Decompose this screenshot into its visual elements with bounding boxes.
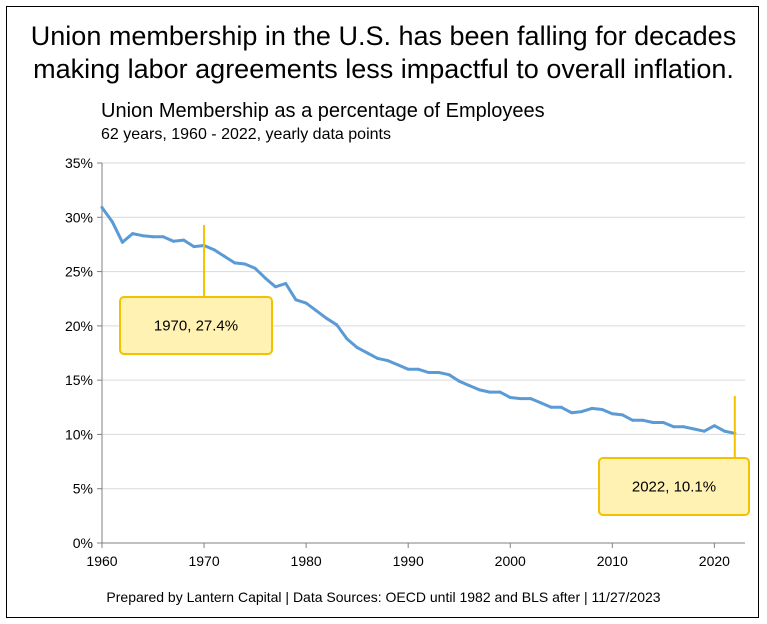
data-point [376,356,380,360]
data-point [682,425,686,429]
data-point [621,413,624,417]
data-point [610,412,614,416]
headline-line-1: Union membership in the U.S. has been fa… [30,21,737,51]
data-point [427,371,431,374]
data-point [314,309,318,313]
data-point [498,390,502,394]
data-point [651,421,655,424]
data-point [355,346,359,350]
data-point [447,373,451,377]
data-point [396,363,400,367]
headline: Union membership in the U.S. has been fa… [0,20,767,86]
callout-box [598,457,750,516]
data-point [692,427,696,431]
data-point [467,384,471,388]
data-point [223,254,226,258]
headline-line-2: making labor agreements less impactful t… [33,54,734,84]
y-tick-label: 35% [65,155,93,171]
data-point [233,261,237,265]
annotations: 1970, 27.4% 2022, 10.1% [119,225,750,516]
data-point [661,421,665,424]
callout: 1970, 27.4% [119,225,273,355]
x-tick-label: 2000 [495,553,526,569]
data-point [508,396,512,399]
x-tick-label: 2020 [699,553,730,569]
data-point [416,367,420,371]
x-tick-label: 1990 [393,553,424,569]
data-point [386,359,390,363]
data-point [294,298,298,302]
data-point [335,323,339,327]
data-point [263,276,267,280]
data-point [559,405,563,409]
data-point [325,316,328,320]
data-point [712,424,716,428]
data-point [406,367,410,371]
data-point [580,410,584,414]
data-point [519,397,522,401]
data-point [529,397,533,401]
y-tick-label: 25% [65,264,93,280]
data-point [478,388,482,392]
data-point [641,418,645,422]
series-layer [100,206,737,435]
data-point [549,405,553,409]
data-point [110,220,114,224]
y-tick-label: 10% [65,426,93,442]
chart-title: Union Membership as a percentage of Empl… [101,100,545,122]
data-point [590,406,594,410]
x-tick-label: 1980 [291,553,322,569]
data-point [161,235,165,239]
y-tick-label: 5% [73,481,93,497]
callout-label: 1970, 27.4% [154,318,238,335]
grid-lines [102,162,745,490]
data-point [253,266,257,270]
callout: 2022, 10.1% [598,396,750,516]
axes [97,162,745,548]
data-point [243,262,247,266]
data-point [120,240,124,244]
data-point [304,301,308,305]
data-point [274,285,277,289]
y-tick-labels: 0% 5% 10% 15% 20% 25% 30% 35% [65,155,93,551]
data-point [702,429,706,433]
data-point [131,232,135,236]
data-point [345,337,349,341]
x-tick-labels: 1960 1970 1980 1990 2000 2010 2020 [86,553,730,569]
data-point [182,238,186,242]
y-tick-label: 15% [65,372,93,388]
y-tick-label: 30% [65,209,93,225]
chart-subtitle: 62 years, 1960 - 2022, yearly data point… [101,126,391,143]
data-point [457,379,461,383]
source-footer: Prepared by Lantern Capital | Data Sourc… [106,589,661,605]
data-point [437,371,441,374]
data-point [539,401,543,405]
data-point [151,235,155,239]
data-point [100,206,104,209]
data-point [488,390,492,394]
data-point [600,408,604,411]
data-point [631,418,635,422]
data-point [141,234,145,238]
data-point [212,248,216,252]
callout-label: 2022, 10.1% [632,479,716,496]
data-point [365,351,369,355]
data-point [171,239,175,243]
data-point [192,245,196,249]
callout-box [119,296,273,355]
data-point [570,411,573,415]
x-tick-label: 1960 [86,553,117,569]
x-tick-label: 1970 [188,553,219,569]
data-point [723,429,727,433]
y-tick-label: 0% [73,535,93,551]
x-tick-label: 2010 [597,553,628,569]
data-point [284,282,288,285]
data-point [672,425,676,429]
y-tick-label: 20% [65,318,93,334]
